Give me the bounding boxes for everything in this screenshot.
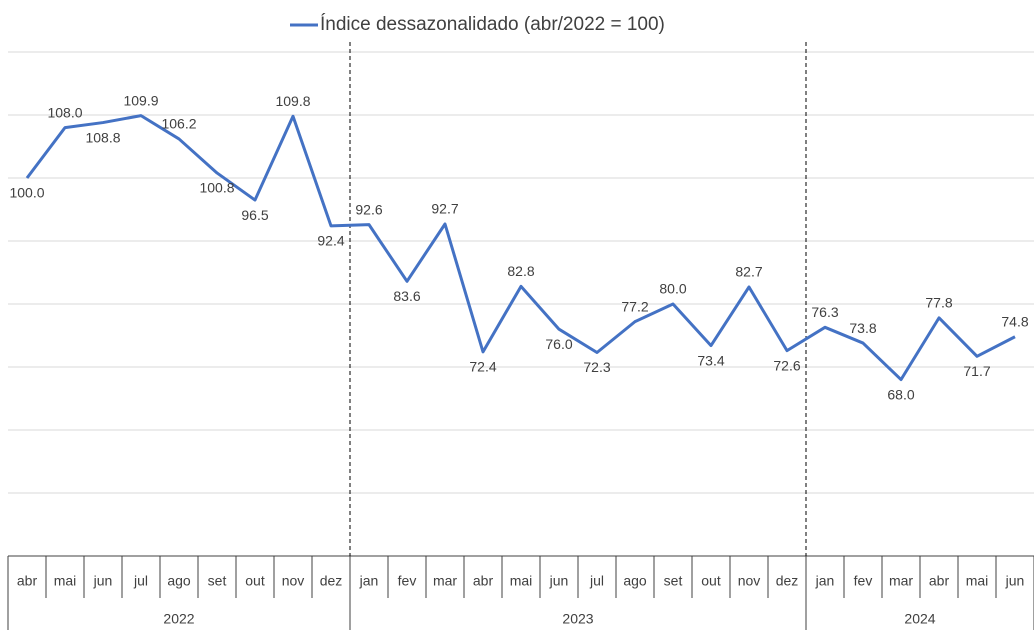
data-label: 106.2 (161, 116, 196, 132)
data-label: 109.8 (275, 93, 310, 109)
data-label: 72.6 (773, 357, 800, 373)
x-tick-label: abr (473, 573, 494, 589)
x-tick-label: jul (589, 573, 604, 589)
data-label: 96.5 (241, 207, 268, 223)
x-tick-label: mai (54, 573, 77, 589)
data-label: 100.0 (9, 185, 44, 201)
x-tick-label: nov (738, 573, 761, 589)
x-tick-label: mai (510, 573, 533, 589)
x-tick-label: out (245, 573, 265, 589)
x-tick-label: jan (359, 573, 379, 589)
x-tick-label: jan (815, 573, 835, 589)
data-label: 82.7 (735, 264, 762, 280)
line-series (25, 114, 1016, 382)
x-tick-label: jul (133, 573, 148, 589)
x-tick-label: nov (282, 573, 305, 589)
data-label: 76.3 (811, 304, 838, 320)
x-tick-label: ago (623, 573, 647, 589)
x-group-label: 2022 (163, 611, 194, 627)
data-label: 77.2 (621, 298, 648, 314)
data-label: 71.7 (963, 363, 990, 379)
x-tick-label: dez (776, 573, 799, 589)
data-label: 74.8 (1001, 313, 1028, 329)
x-group-label: 2023 (562, 611, 593, 627)
legend-label: Índice dessazonalidado (abr/2022 = 100) (320, 14, 665, 35)
x-tick-label: jun (93, 573, 113, 589)
data-label: 68.0 (887, 386, 914, 402)
data-label: 73.4 (697, 352, 724, 368)
x-tick-label: mar (433, 573, 457, 589)
data-label: 73.8 (849, 320, 876, 336)
data-label: 109.9 (123, 92, 158, 108)
data-label: 100.8 (199, 180, 234, 196)
x-group-label: 2024 (904, 611, 935, 627)
data-label: 92.6 (355, 201, 382, 217)
x-tick-label: dez (320, 573, 343, 589)
x-tick-label: jun (549, 573, 569, 589)
data-label: 108.8 (85, 129, 120, 145)
data-label: 72.4 (469, 359, 496, 375)
x-tick-label: mai (966, 573, 989, 589)
data-label: 92.7 (431, 201, 458, 217)
x-tick-label: abr (929, 573, 950, 589)
data-label: 80.0 (659, 281, 686, 297)
x-tick-label: abr (17, 573, 38, 589)
data-label: 76.0 (545, 336, 572, 352)
x-tick-label: fev (854, 573, 873, 589)
x-tick-label: set (664, 573, 683, 589)
data-label: 82.8 (507, 263, 534, 279)
x-tick-label: out (701, 573, 721, 589)
x-tick-label: jun (1005, 573, 1025, 589)
data-label: 108.0 (47, 104, 82, 120)
data-label: 77.8 (925, 295, 952, 311)
data-label: 83.6 (393, 288, 420, 304)
x-tick-label: ago (167, 573, 191, 589)
x-tick-label: mar (889, 573, 913, 589)
data-label: 72.3 (583, 359, 610, 375)
x-tick-label: fev (398, 573, 417, 589)
x-tick-label: set (208, 573, 227, 589)
data-label: 92.4 (317, 233, 344, 249)
